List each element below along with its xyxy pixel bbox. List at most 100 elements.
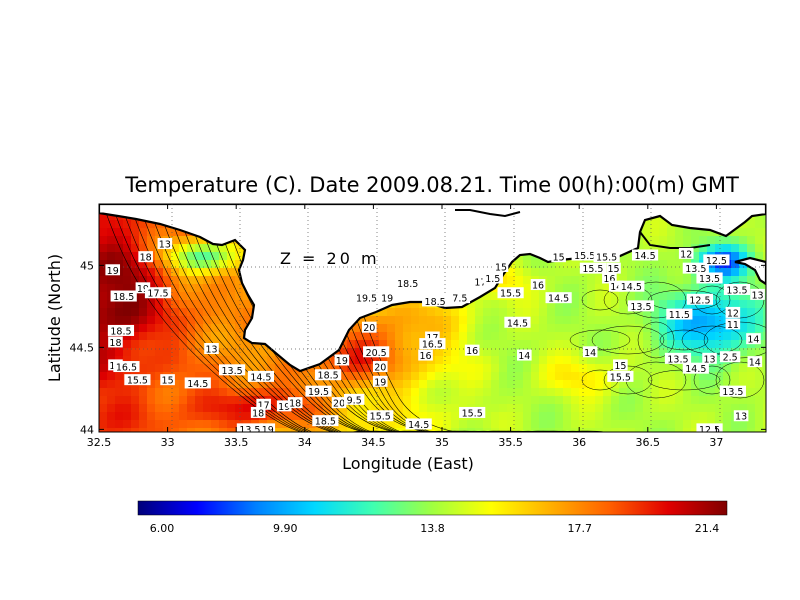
contour-label-box	[593, 251, 620, 263]
field-cell	[395, 404, 404, 413]
field-cell	[547, 316, 556, 325]
field-cell	[467, 340, 476, 349]
field-cell	[155, 412, 164, 421]
field-cell	[107, 276, 116, 285]
field-cell	[547, 268, 556, 277]
field-cell	[283, 364, 292, 373]
field-cell	[731, 276, 740, 285]
crimea-land	[99, 204, 766, 373]
x-tick-label: 35.5	[498, 436, 523, 449]
field-cell	[307, 428, 316, 432]
contour-label-box	[696, 423, 723, 432]
contour-label: 20	[331, 397, 347, 410]
field-cell	[243, 380, 252, 389]
field-cell	[707, 332, 716, 341]
field-cell	[387, 396, 396, 405]
field-cell	[531, 420, 540, 429]
field-cell	[131, 244, 140, 253]
field-cell	[403, 308, 412, 317]
field-cell	[203, 292, 212, 301]
contour-label-text: 15.5	[574, 251, 595, 262]
field-cell	[203, 396, 212, 405]
contour-label: 13	[157, 238, 173, 251]
field-cell	[691, 244, 700, 253]
field-cell	[715, 284, 724, 293]
field-cell	[755, 388, 764, 397]
contour-label-box	[287, 397, 303, 409]
field-cell	[491, 404, 500, 413]
field-cell	[523, 308, 532, 317]
field-cell	[219, 244, 228, 253]
field-cell	[723, 300, 732, 309]
contour-label-box	[666, 308, 693, 320]
field-cell	[683, 420, 692, 429]
field-cell	[291, 412, 300, 421]
contour-label-text: 15.5	[582, 264, 603, 275]
field-cell	[195, 428, 204, 432]
field-cell	[131, 388, 140, 397]
field-cell	[187, 412, 196, 421]
field-cell	[179, 356, 188, 365]
field-cell	[203, 316, 212, 325]
field-cell	[435, 356, 444, 365]
field-cell	[611, 332, 620, 341]
field-cell	[339, 388, 348, 397]
field-cell	[475, 308, 484, 317]
field-cell	[155, 364, 164, 373]
field-cell	[187, 308, 196, 317]
field-cell	[747, 428, 756, 432]
field-cell	[731, 292, 740, 301]
field-cell	[539, 388, 548, 397]
field-cell	[699, 332, 708, 341]
field-cell	[507, 380, 516, 389]
field-cell	[699, 412, 708, 421]
field-cell	[187, 284, 196, 293]
field-cell	[507, 308, 516, 317]
contour-label-text: 15	[495, 263, 507, 274]
field-cell	[507, 428, 516, 432]
field-cell	[315, 380, 324, 389]
field-cell	[275, 420, 284, 429]
field-cell	[307, 404, 316, 413]
field-cell	[379, 420, 388, 429]
field-cell	[763, 308, 766, 317]
field-cell	[587, 332, 596, 341]
field-cell	[531, 340, 540, 349]
field-cell	[467, 364, 476, 373]
field-cell	[691, 412, 700, 421]
field-cell	[467, 316, 476, 325]
field-cell	[171, 396, 180, 405]
contour-label: 19	[334, 354, 350, 367]
field-cell	[171, 372, 180, 381]
field-cell	[235, 332, 244, 341]
field-cell	[99, 388, 108, 397]
field-cell	[603, 284, 612, 293]
field-cell	[139, 300, 148, 309]
field-cell	[491, 292, 500, 301]
field-cell	[339, 348, 348, 357]
field-cell	[499, 428, 508, 432]
field-cell	[715, 404, 724, 413]
field-cell	[443, 404, 452, 413]
field-cell	[531, 412, 540, 421]
field-cell	[235, 396, 244, 405]
field-cell	[451, 380, 460, 389]
field-cell	[595, 300, 604, 309]
field-cell	[731, 300, 740, 309]
field-cell	[715, 236, 724, 245]
field-cell	[155, 356, 164, 365]
field-cell	[187, 292, 196, 301]
field-cell	[475, 428, 484, 432]
field-cell	[667, 324, 676, 333]
field-cell	[115, 236, 124, 245]
contour-label: 13.5	[218, 364, 246, 377]
contour-label-box	[618, 280, 645, 292]
field-cell	[411, 348, 420, 357]
field-cell	[123, 244, 132, 253]
field-cell	[219, 292, 228, 301]
field-cell	[235, 348, 244, 357]
field-cell	[643, 412, 652, 421]
field-cell	[587, 372, 596, 381]
contour-label-text: 15	[614, 361, 626, 372]
field-cell	[739, 332, 748, 341]
